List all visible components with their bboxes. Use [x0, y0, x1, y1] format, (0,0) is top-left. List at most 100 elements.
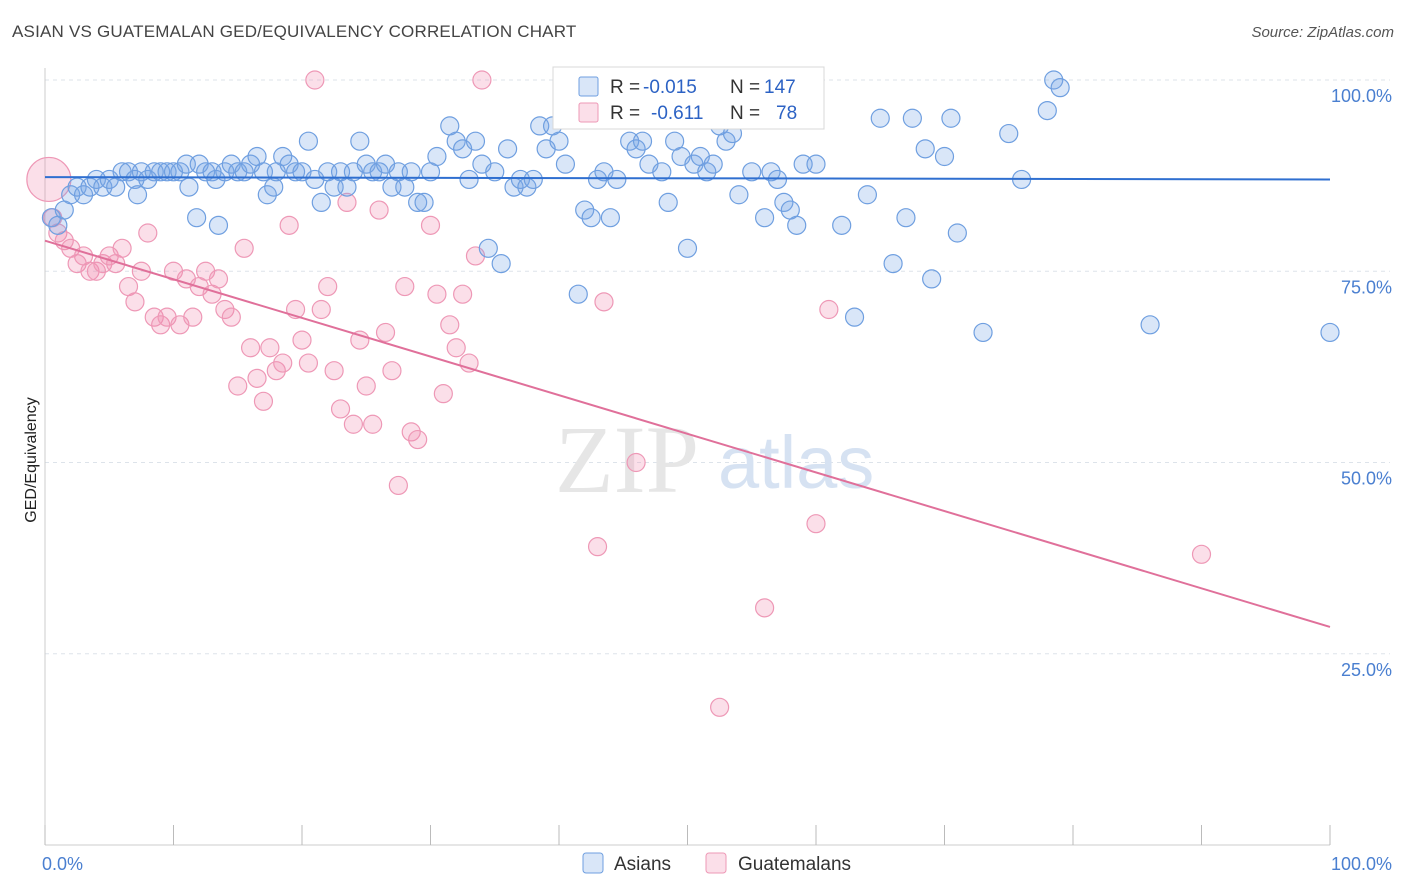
y-tick-label-2: 50.0% [1341, 469, 1392, 489]
asians-point-124 [870, 108, 890, 128]
asians-point-74 [498, 139, 518, 159]
asians-point-44 [298, 131, 319, 151]
legend-asians-r-label: R = [610, 77, 640, 98]
y-tick-label-0: 100.0% [1331, 86, 1392, 106]
legend-swatch-guatemalans [578, 102, 599, 123]
legend-asians-r-value: -0.015 [643, 77, 697, 98]
guatemalans-point-40 [292, 330, 312, 350]
asians-point-140 [1320, 322, 1340, 343]
guatemalans-point-31 [234, 238, 254, 258]
asians-point-37 [257, 185, 277, 205]
guatemalans-point-69 [594, 292, 614, 312]
guatemalans-point-52 [369, 200, 389, 220]
guatemalans-point-50 [356, 376, 376, 396]
guatemalans-point-59 [420, 215, 441, 235]
asians-point-90 [600, 208, 621, 228]
asians-point-42 [285, 162, 306, 182]
guatemalans-point-60 [427, 284, 447, 304]
y-tick-label-1: 75.0% [1341, 277, 1392, 297]
guatemalans-point-55 [388, 475, 408, 496]
asians-point-71 [478, 238, 498, 258]
asians-point-72 [485, 162, 505, 182]
guatemalans-point-47 [337, 192, 357, 212]
guatemalans-point-73 [806, 514, 826, 534]
guatemalans-point-53 [375, 322, 396, 343]
asians-point-139 [1140, 315, 1160, 335]
guatemalans-point-67 [472, 70, 492, 90]
asians-point-115 [774, 192, 794, 212]
asians-points [41, 70, 1340, 343]
guatemalans-point-57 [401, 422, 421, 442]
guatemalans-point-35 [260, 338, 280, 358]
asians-point-23 [179, 177, 199, 197]
guatemalans-point-30 [228, 376, 248, 396]
guatemalans-point-61 [433, 384, 453, 404]
guatemalans-point-75 [1191, 544, 1212, 564]
guatemalans-point-12 [112, 238, 132, 258]
asians-point-33 [234, 162, 254, 182]
guatemalans-point-51 [363, 414, 383, 434]
guatemalans-point-46 [330, 399, 351, 419]
guatemalans-point-44 [318, 276, 338, 297]
y-axis-title: GED/Equivalency [23, 397, 40, 522]
guatemalans-point-16 [138, 223, 158, 243]
guatemalans-point-42 [305, 70, 325, 90]
guatemalans-point-14 [125, 292, 145, 312]
guatemalans-point-70 [626, 452, 646, 473]
y-tick-label-3: 25.0% [1341, 660, 1392, 680]
guatemalans-point-43 [311, 299, 331, 320]
guatemalans-point-15 [131, 261, 151, 281]
legend-asians-n-value: 147 [764, 77, 796, 98]
asians-point-134 [999, 123, 1019, 144]
asians-point-98 [658, 192, 678, 212]
asians-point-126 [896, 208, 916, 228]
axes [44, 68, 1331, 846]
legend-swatch-asians [578, 76, 599, 97]
legend-box: R = -0.015 N = 147 R = -0.611 N = 78 [552, 66, 825, 130]
tick-labels: 100.0% 75.0% 50.0% 25.0% 0.0% 100.0% [42, 86, 1392, 874]
asians-point-82 [549, 131, 569, 151]
guatemalans-point-28 [215, 299, 235, 320]
guatemalans-point-74 [819, 299, 839, 320]
guatemalans-point-63 [446, 338, 466, 358]
asians-point-105 [703, 154, 723, 174]
asians-point-26 [196, 162, 216, 182]
asians-point-109 [729, 185, 749, 205]
asians-point-86 [575, 200, 595, 220]
guatemalans-point-54 [382, 361, 402, 381]
asians-point-29 [208, 215, 229, 235]
asians-point-55 [369, 162, 389, 182]
guatemalans-point-56 [395, 276, 415, 297]
asians-point-123 [857, 185, 878, 205]
chart-title: ASIAN VS GUATEMALAN GED/EQUIVALENCY CORR… [12, 22, 577, 41]
chart-source: Source: ZipAtlas.com [1251, 24, 1394, 41]
asians-point-95 [632, 131, 653, 151]
legend-guatemalans-r-label: R = [610, 103, 640, 124]
bottom-legend-guatemalans: Guatemalans [738, 854, 851, 875]
asians-point-107 [716, 131, 736, 151]
asians-point-101 [677, 238, 698, 258]
guatemalans-point-72 [754, 598, 775, 618]
watermark-atlas: atlas [718, 421, 874, 504]
asians-point-52 [350, 131, 370, 151]
asians-point-97 [652, 162, 672, 182]
guatemalans-point-49 [350, 330, 370, 350]
asians-point-87 [581, 208, 601, 228]
guatemalans-point-64 [453, 284, 473, 304]
asians-point-5 [73, 185, 94, 205]
guatemalans-point-48 [343, 414, 363, 434]
asians-point-130 [934, 146, 955, 167]
x-tick-label-left: 0.0% [42, 854, 83, 874]
guatemalans-point-34 [253, 391, 274, 411]
legend-guatemalans-r-value: -0.611 [651, 103, 703, 124]
asians-point-91 [607, 169, 627, 190]
bottom-legend-swatch-asians [582, 852, 604, 874]
asians-point-128 [915, 139, 935, 159]
guatemalans-point-18 [151, 315, 171, 335]
asians-point-111 [742, 162, 762, 182]
asians-point-24 [187, 208, 207, 228]
asians-point-113 [761, 162, 781, 182]
bottom-legend-asians: Asians [614, 854, 671, 875]
legend-guatemalans-n-label: N = [730, 103, 760, 124]
